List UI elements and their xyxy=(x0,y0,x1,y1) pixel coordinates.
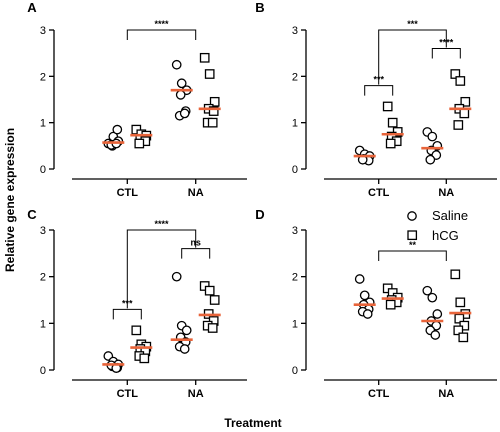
y-tick-label: 3 xyxy=(292,25,298,37)
y-tick-label: 0 xyxy=(292,164,298,176)
significance-bracket xyxy=(126,229,197,309)
x-tick-label-ctl: CTL xyxy=(117,388,139,400)
significance-bracket xyxy=(181,248,211,259)
significance-bracket xyxy=(112,308,142,320)
y-tick-label: 0 xyxy=(292,365,298,377)
x-tick-label-na: NA xyxy=(438,187,454,199)
x-axis-label: Treatment xyxy=(224,416,281,430)
data-point-hcg xyxy=(450,269,461,280)
data-point-hcg xyxy=(458,332,469,343)
y-axis-label: Relative gene expression xyxy=(3,128,17,272)
data-point-saline xyxy=(179,344,190,354)
data-point-saline xyxy=(362,309,373,319)
data-point-saline xyxy=(175,90,186,100)
significance-bracket xyxy=(126,29,197,40)
legend: Saline hCG xyxy=(407,208,468,243)
data-point-saline xyxy=(432,309,443,319)
data-point-saline xyxy=(425,154,436,165)
data-point-saline xyxy=(427,292,438,303)
data-point-hcg xyxy=(454,313,465,324)
y-tick-label: 2 xyxy=(40,272,46,284)
data-point-hcg xyxy=(382,101,393,112)
x-tick-label-ctl: CTL xyxy=(368,187,390,199)
panel-letter: A xyxy=(27,0,37,15)
significance-bracket xyxy=(378,250,447,261)
panel-D: D 0 1 2 3 CTL NA ** xyxy=(255,207,497,400)
data-point-saline xyxy=(430,330,441,340)
y-tick-label: 3 xyxy=(292,225,298,237)
y-tick-label: 1 xyxy=(40,118,46,130)
data-point-hcg xyxy=(199,52,210,63)
data-point-hcg xyxy=(204,69,215,79)
x-tick-label-ctl: CTL xyxy=(368,388,390,400)
significance-label: ** xyxy=(409,240,417,250)
data-point-saline xyxy=(427,131,438,142)
panel-A: A 0 1 2 3 CTL NA **** xyxy=(27,0,247,199)
x-tick-label-na: NA xyxy=(188,187,204,199)
data-point-saline xyxy=(354,274,365,284)
significance-label: **** xyxy=(154,19,169,29)
data-point-saline xyxy=(171,271,182,282)
significance-label: **** xyxy=(154,219,169,229)
legend-square-marker xyxy=(407,230,418,241)
data-point-saline xyxy=(171,59,182,70)
y-tick-label: 2 xyxy=(40,71,46,83)
legend-circle-marker xyxy=(407,211,417,221)
data-point-saline xyxy=(422,285,433,296)
x-tick-label-ctl: CTL xyxy=(117,187,139,199)
data-point-hcg xyxy=(207,323,218,333)
y-tick-label: 2 xyxy=(292,71,298,83)
data-point-hcg xyxy=(453,325,464,336)
panel-letter: D xyxy=(255,207,264,222)
y-tick-label: 2 xyxy=(292,272,298,284)
data-point-hcg xyxy=(209,295,220,305)
y-tick-label: 3 xyxy=(40,225,46,237)
data-point-hcg xyxy=(450,69,461,79)
data-point-hcg xyxy=(207,117,218,128)
data-point-saline xyxy=(176,78,187,89)
data-point-hcg xyxy=(460,96,471,107)
data-point-hcg xyxy=(385,138,396,149)
panel-letter: B xyxy=(255,0,264,15)
panel-letter: C xyxy=(27,207,37,222)
data-point-hcg xyxy=(139,353,150,364)
y-tick-label: 0 xyxy=(40,164,46,176)
data-point-hcg xyxy=(459,108,470,119)
data-point-hcg xyxy=(209,96,220,107)
x-tick-label-na: NA xyxy=(438,388,454,400)
data-point-saline xyxy=(181,325,192,336)
data-point-hcg xyxy=(385,299,396,310)
legend-label-hcg: hCG xyxy=(432,228,459,243)
y-tick-label: 1 xyxy=(292,318,298,330)
data-point-hcg xyxy=(134,138,145,149)
significance-label: *** xyxy=(407,19,418,29)
data-point-hcg xyxy=(455,76,466,86)
y-tick-label: 0 xyxy=(40,365,46,377)
data-point-saline xyxy=(359,290,370,301)
y-tick-label: 1 xyxy=(40,318,46,330)
data-point-hcg xyxy=(208,106,219,116)
data-point-hcg xyxy=(453,120,464,130)
data-point-saline xyxy=(112,124,123,135)
significance-bracket xyxy=(364,85,394,96)
x-tick-label-na: NA xyxy=(188,388,204,400)
data-point-hcg xyxy=(455,297,466,308)
data-point-saline xyxy=(179,108,190,119)
y-tick-label: 3 xyxy=(40,25,46,37)
significance-bracket xyxy=(431,48,461,59)
significance-bracket xyxy=(378,29,447,85)
data-point-hcg xyxy=(387,117,398,128)
legend-label-saline: Saline xyxy=(432,208,468,223)
data-point-hcg xyxy=(204,285,215,296)
y-tick-label: 1 xyxy=(292,118,298,130)
data-point-hcg xyxy=(131,325,142,336)
